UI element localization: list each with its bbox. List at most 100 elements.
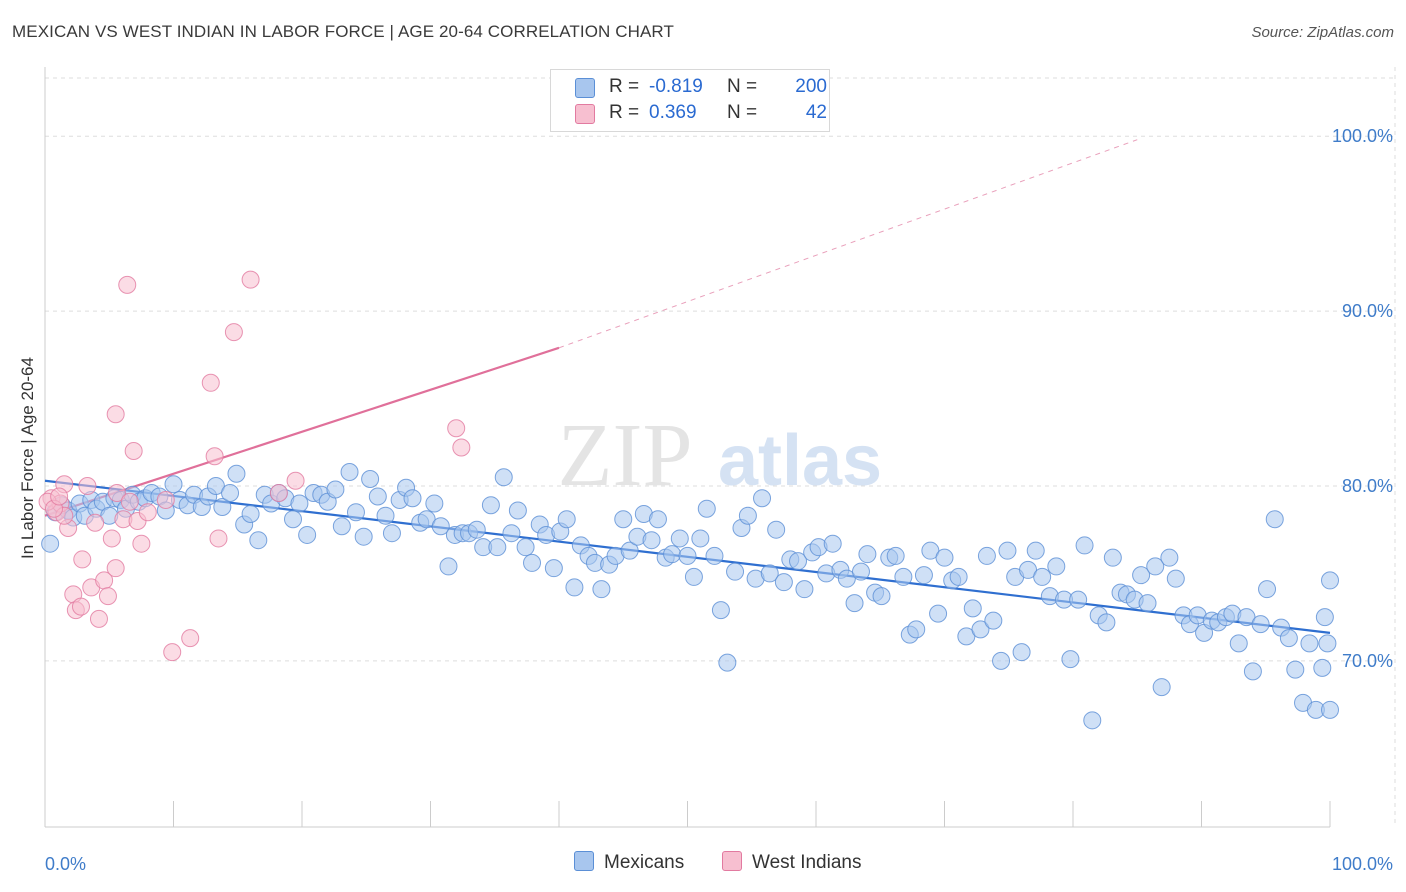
point-mexicans [795, 580, 814, 599]
point-mexicans [1321, 571, 1339, 590]
point-mexicans [1315, 608, 1334, 627]
point-west-indians [132, 534, 151, 553]
point-mexicans [481, 496, 500, 515]
point-mexicans [1132, 566, 1151, 585]
point-mexicans [648, 510, 667, 529]
point-mexicans [858, 545, 877, 564]
point-mexicans [425, 494, 444, 513]
data-points [38, 270, 1339, 730]
point-west-indians [106, 559, 125, 578]
point-west-indians [156, 490, 175, 509]
point-mexicans [774, 573, 793, 592]
point-mexicans [1313, 658, 1332, 677]
point-west-indians [102, 529, 121, 548]
point-west-indians [224, 323, 243, 342]
point-mexicans [1258, 580, 1277, 599]
point-mexicans [249, 531, 268, 550]
point-mexicans [488, 538, 507, 557]
point-mexicans [1229, 634, 1248, 653]
point-mexicans [684, 567, 703, 586]
point-west-indians [106, 405, 125, 424]
watermark-atlas: atlas [718, 421, 882, 501]
point-mexicans [544, 559, 563, 578]
point-mexicans [851, 562, 870, 581]
bottom-legend-label: Mexicans [604, 852, 685, 873]
point-mexicans [823, 534, 842, 553]
point-mexicans [1103, 548, 1122, 567]
point-mexicans [284, 510, 303, 529]
bottom-legend-mexicans: Mexicans [574, 851, 684, 874]
point-mexicans [1300, 634, 1319, 653]
point-mexicans [697, 499, 716, 518]
point-west-indians [447, 419, 466, 438]
point-west-indians [71, 597, 90, 616]
point-mexicans [467, 520, 486, 539]
point-west-indians [120, 492, 139, 511]
point-mexicans [290, 494, 309, 513]
point-mexicans [1251, 615, 1270, 634]
point-west-indians [107, 483, 126, 502]
legend-r-label: R = [609, 102, 640, 123]
point-mexicans [738, 506, 757, 525]
watermark: ZIP atlas [558, 406, 883, 505]
x-tick-label: 0.0% [45, 854, 86, 874]
point-mexicans [760, 564, 779, 583]
legend-swatch-mexicans [575, 78, 595, 98]
point-mexicans [213, 497, 232, 516]
point-west-indians [241, 270, 260, 289]
point-mexicans [1047, 557, 1066, 576]
point-mexicans [907, 620, 926, 639]
point-mexicans [368, 487, 387, 506]
point-mexicans [984, 611, 1003, 630]
point-mexicans [1033, 567, 1052, 586]
point-mexicans [565, 578, 584, 597]
point-west-indians [269, 483, 288, 502]
point-mexicans [1083, 711, 1102, 730]
point-mexicans [1152, 678, 1171, 697]
point-mexicans [935, 548, 954, 567]
point-west-indians [89, 609, 108, 628]
point-mexicans [670, 529, 689, 548]
y-axis-title: In Labor Force | Age 20-64 [18, 357, 37, 559]
point-mexicans [1138, 594, 1157, 613]
point-mexicans [326, 480, 345, 499]
point-mexicans [971, 620, 990, 639]
point-mexicans [642, 531, 661, 550]
point-mexicans [41, 534, 60, 553]
point-mexicans [592, 580, 611, 599]
point-mexicans [998, 541, 1017, 560]
tick-labels: 70.0% 80.0% 90.0% 100.0% 0.0% 100.0% [45, 126, 1393, 874]
point-mexicans [1012, 643, 1031, 662]
point-mexicans [705, 546, 724, 565]
axes [44, 67, 1331, 828]
point-mexicans [726, 562, 745, 581]
point-mexicans [718, 653, 737, 672]
correlation-legend: R = -0.819 N = 200 R = 0.369 N = 42 [550, 69, 830, 132]
point-mexicans [1321, 700, 1339, 719]
point-west-indians [201, 373, 220, 392]
point-mexicans [894, 567, 913, 586]
legend-n-label: N = [727, 76, 758, 97]
point-west-indians [124, 442, 143, 460]
point-mexicans [1318, 634, 1337, 653]
source-credit: Source: ZipAtlas.com [1251, 24, 1394, 41]
point-mexicans [977, 546, 996, 565]
point-mexicans [711, 601, 730, 620]
bottom-legend-west-indians: West Indians [722, 851, 861, 874]
point-west-indians [86, 513, 105, 532]
point-mexicans [1097, 613, 1116, 632]
point-mexicans [914, 566, 933, 585]
point-mexicans [767, 520, 786, 539]
legend-n-value: 200 [795, 76, 827, 97]
y-tick-label: 70.0% [1342, 651, 1393, 671]
point-mexicans [439, 557, 458, 576]
bottom-legend-label: West Indians [752, 852, 862, 873]
point-mexicans [227, 464, 246, 483]
point-mexicans [691, 529, 710, 548]
point-west-indians [73, 550, 92, 569]
point-mexicans [494, 468, 513, 487]
point-mexicans [789, 552, 808, 571]
point-mexicans [340, 462, 359, 481]
y-tick-label: 100.0% [1332, 126, 1393, 146]
